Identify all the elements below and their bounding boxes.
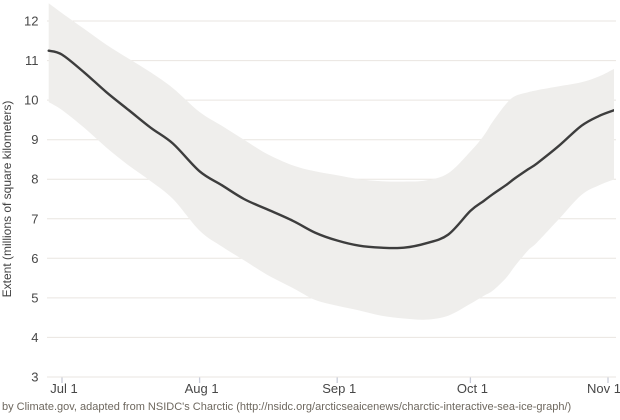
x-axis-tick-labels: Jul 1 Aug 1 Sep 1 Oct 1 Nov 1 xyxy=(50,381,620,396)
x-tick-label: Jul 1 xyxy=(50,381,77,396)
x-tick-label: Oct 1 xyxy=(457,381,488,396)
y-tick-label: 11 xyxy=(25,53,39,68)
y-tick-label: 6 xyxy=(31,251,38,266)
y-tick-label: 7 xyxy=(31,211,38,226)
y-axis-tick-labels: 3 4 5 6 7 8 9 10 11 12 xyxy=(24,14,38,385)
sea-ice-chart: 3 4 5 6 7 8 9 10 11 12 Jul 1 Aug 1 Sep 1 Oct 1 Nov 1 Ex… xyxy=(0,3,620,396)
y-tick-label: 12 xyxy=(24,14,38,29)
y-tick-label: 10 xyxy=(24,93,38,108)
x-tick-label: Nov 1 xyxy=(587,381,620,396)
y-tick-label: 3 xyxy=(31,370,38,385)
y-tick-label: 9 xyxy=(31,132,38,147)
y-axis-title: Extent (millions of square kilometers) xyxy=(0,101,14,298)
uncertainty-band xyxy=(48,3,614,320)
x-axis-ticks xyxy=(61,377,609,383)
y-tick-label: 5 xyxy=(31,290,38,305)
x-tick-label: Sep 1 xyxy=(322,381,356,396)
median-extent-line xyxy=(47,49,614,250)
x-tick-label: Aug 1 xyxy=(185,381,219,396)
y-tick-label: 8 xyxy=(31,172,38,187)
y-tick-label: 4 xyxy=(31,330,38,345)
source-caption: by Climate.gov, adapted from NSIDC's Cha… xyxy=(2,401,572,413)
